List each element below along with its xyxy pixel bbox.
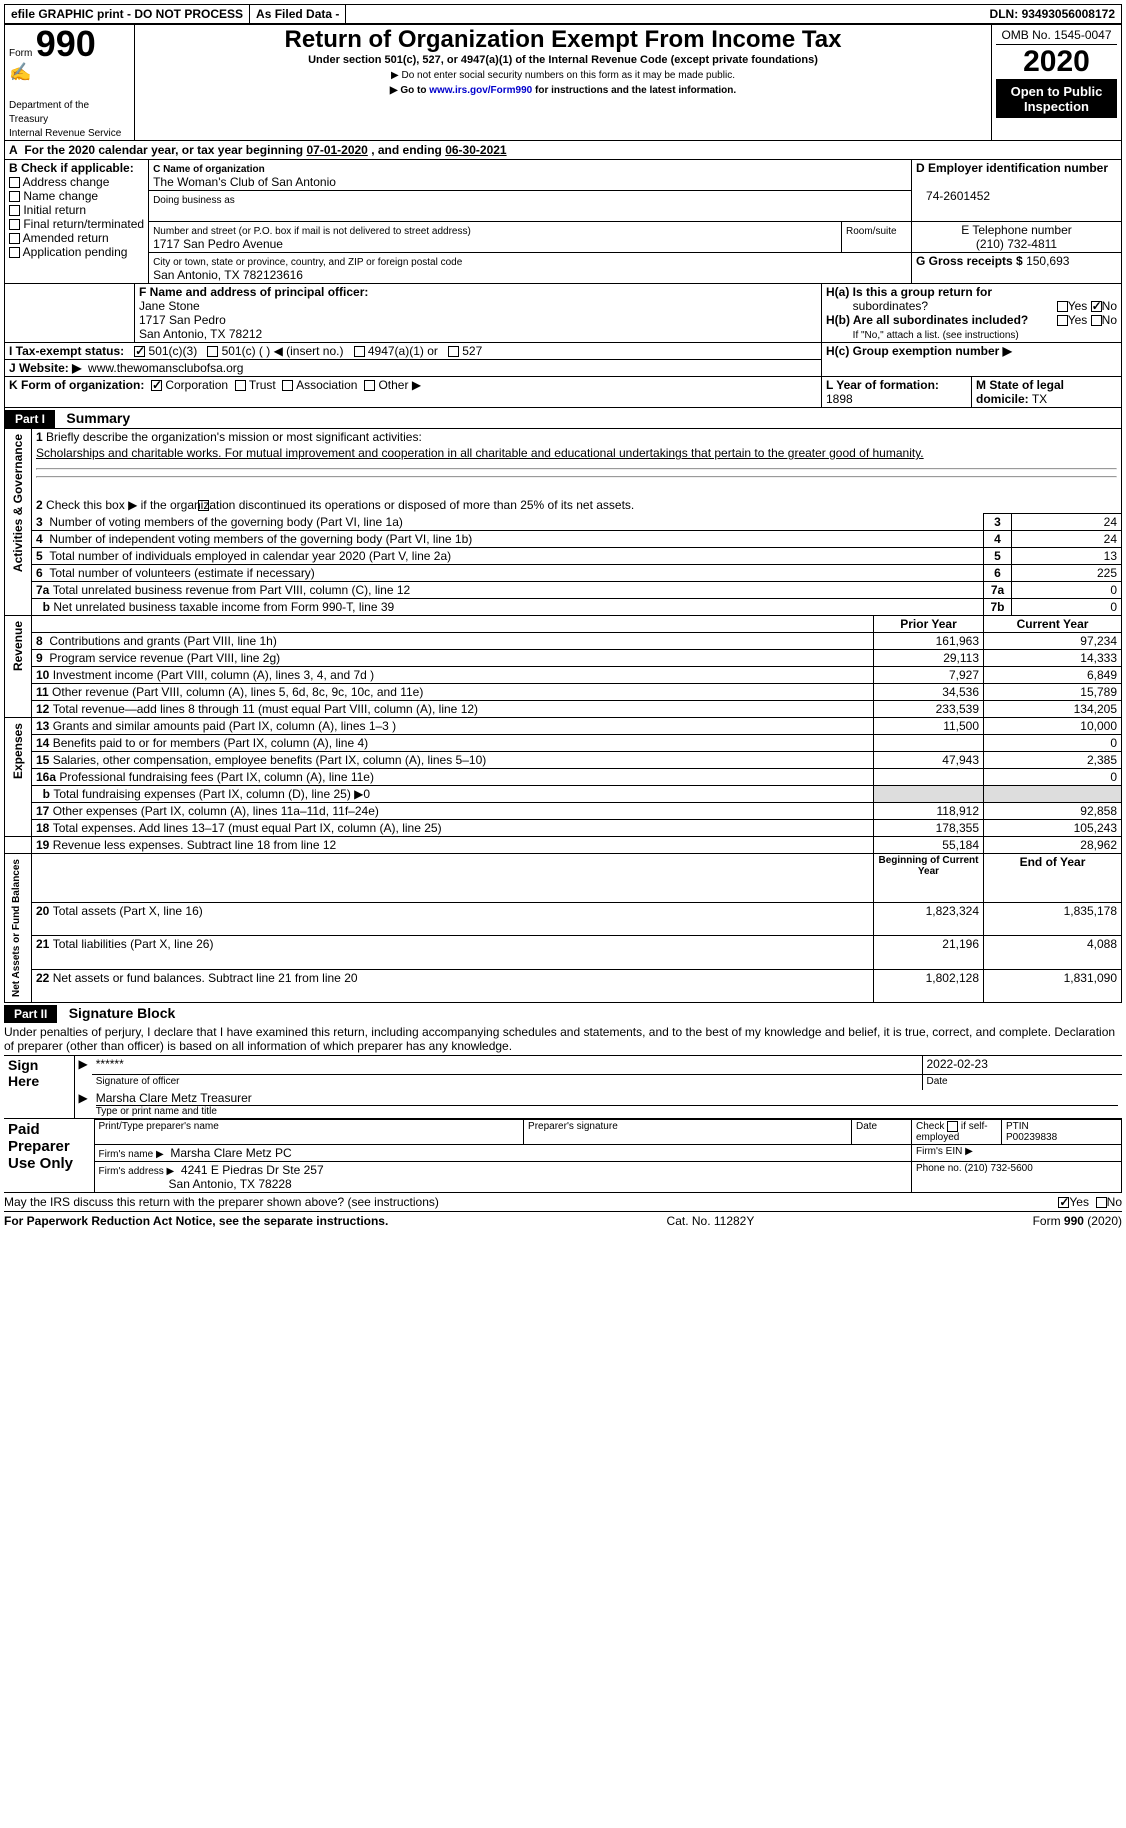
asfiled-label: As Filed Data - xyxy=(250,5,346,23)
cb-name[interactable] xyxy=(9,191,20,202)
identity-table: B Check if applicable: Address change Na… xyxy=(4,160,1122,284)
prep-phone: (210) 732-5600 xyxy=(964,1163,1032,1174)
cb-assoc[interactable] xyxy=(282,380,293,391)
form-title: Return of Organization Exempt From Incom… xyxy=(139,26,987,54)
part1-table: Activities & Governance 1 Briefly descri… xyxy=(4,429,1122,1003)
efile-bar: efile GRAPHIC print - DO NOT PROCESS As … xyxy=(4,4,1122,24)
section-F: F Name and address of principal officer: xyxy=(139,285,368,299)
dept: Department of the Treasury Internal Reve… xyxy=(9,100,121,139)
perjury-declaration: Under penalties of perjury, I declare th… xyxy=(4,1023,1122,1056)
cb-527[interactable] xyxy=(448,346,459,357)
line-A: A For the 2020 calendar year, or tax yea… xyxy=(4,141,1122,160)
cb-discontinued[interactable] xyxy=(198,500,209,511)
side-netassets: Net Assets or Fund Balances xyxy=(9,855,24,1001)
kLM-table: K Form of organization: Corporation Trus… xyxy=(4,377,1122,408)
cb-501c[interactable] xyxy=(207,346,218,357)
form-number: 990 xyxy=(36,23,96,64)
sign-here: Sign Here xyxy=(4,1056,74,1090)
preparer-table: Paid Preparer Use Only Print/Type prepar… xyxy=(4,1119,1122,1193)
org-name: The Woman's Club of San Antonio xyxy=(153,175,336,189)
cb-ha-no[interactable] xyxy=(1091,301,1102,312)
tax-year: 2020 xyxy=(996,45,1117,80)
cb-501c3[interactable] xyxy=(134,346,145,357)
section-K: K Form of organization: xyxy=(9,378,144,392)
cb-address[interactable] xyxy=(9,177,20,188)
website: www.thewomansclubofsa.org xyxy=(88,361,243,375)
cb-discuss-no[interactable] xyxy=(1096,1197,1107,1208)
street: 1717 San Pedro Avenue xyxy=(153,237,283,251)
officer-table: F Name and address of principal officer:… xyxy=(4,284,1122,343)
cb-trust[interactable] xyxy=(235,380,246,391)
instructions-link[interactable]: www.irs.gov/Form990 xyxy=(429,85,532,96)
section-D: D Employer identification number xyxy=(916,161,1108,175)
mission: Scholarships and charitable works. For m… xyxy=(32,445,1122,461)
cb-discuss-yes[interactable] xyxy=(1058,1197,1069,1208)
cb-initial[interactable] xyxy=(9,205,20,216)
cb-hb-no[interactable] xyxy=(1091,315,1102,326)
section-M: M State of legal domicile: xyxy=(976,378,1064,406)
cb-selfemployed[interactable] xyxy=(947,1121,958,1132)
phone: (210) 732-4811 xyxy=(976,237,1057,251)
firm-name: Marsha Clare Metz PC xyxy=(170,1146,291,1160)
officer-name: Marsha Clare Metz Treasurer xyxy=(96,1091,1118,1106)
ptin: P00239838 xyxy=(1006,1132,1057,1143)
section-B: B Check if applicable: xyxy=(9,161,144,175)
sign-table: Sign Here ▶ ****** 2022-02-23 Signature … xyxy=(4,1056,1122,1119)
side-governance: Activities & Governance xyxy=(9,430,27,576)
part2-header: Part II Signature Block xyxy=(4,1003,1122,1023)
status-table: I Tax-exempt status: 501(c)(3) 501(c) ( … xyxy=(4,343,1122,377)
section-I: I Tax-exempt status: xyxy=(9,344,124,358)
section-E: E Telephone number xyxy=(961,223,1072,237)
dln: DLN: 93493056008172 xyxy=(984,5,1121,23)
sign-date: 2022-02-23 xyxy=(922,1056,1122,1075)
section-J: J Website: ▶ xyxy=(9,361,81,375)
cb-4947[interactable] xyxy=(354,346,365,357)
discuss-line: May the IRS discuss this return with the… xyxy=(4,1193,1122,1212)
cb-other[interactable] xyxy=(364,380,375,391)
efile-label: efile GRAPHIC print - DO NOT PROCESS xyxy=(5,5,250,23)
cb-pending[interactable] xyxy=(9,247,20,258)
city-state-zip: San Antonio, TX 782123616 xyxy=(153,268,303,282)
section-G: G Gross receipts $ xyxy=(916,254,1023,268)
val-3: 24 xyxy=(1012,514,1122,531)
section-Hc: H(c) Group exemption number ▶ xyxy=(826,344,1012,358)
cb-final[interactable] xyxy=(9,219,20,230)
side-revenue: Revenue xyxy=(9,617,27,675)
section-L: L Year of formation: xyxy=(826,378,939,392)
cb-amended[interactable] xyxy=(9,233,20,244)
gross-receipts: 150,693 xyxy=(1026,254,1069,268)
header-table: Form 990 ✍ Department of the Treasury In… xyxy=(4,24,1122,141)
omb: OMB No. 1545-0047 xyxy=(996,26,1117,45)
footer: For Paperwork Reduction Act Notice, see … xyxy=(4,1212,1122,1230)
part1-header: Part I Summary xyxy=(4,408,1122,429)
cb-hb-yes[interactable] xyxy=(1057,315,1068,326)
cb-ha-yes[interactable] xyxy=(1057,301,1068,312)
open-inspection: Open to Public Inspection xyxy=(996,80,1117,118)
side-expenses: Expenses xyxy=(9,719,27,783)
cb-corp[interactable] xyxy=(151,380,162,391)
ein: 74-2601452 xyxy=(926,189,990,203)
paid-preparer: Paid Preparer Use Only xyxy=(4,1120,94,1193)
